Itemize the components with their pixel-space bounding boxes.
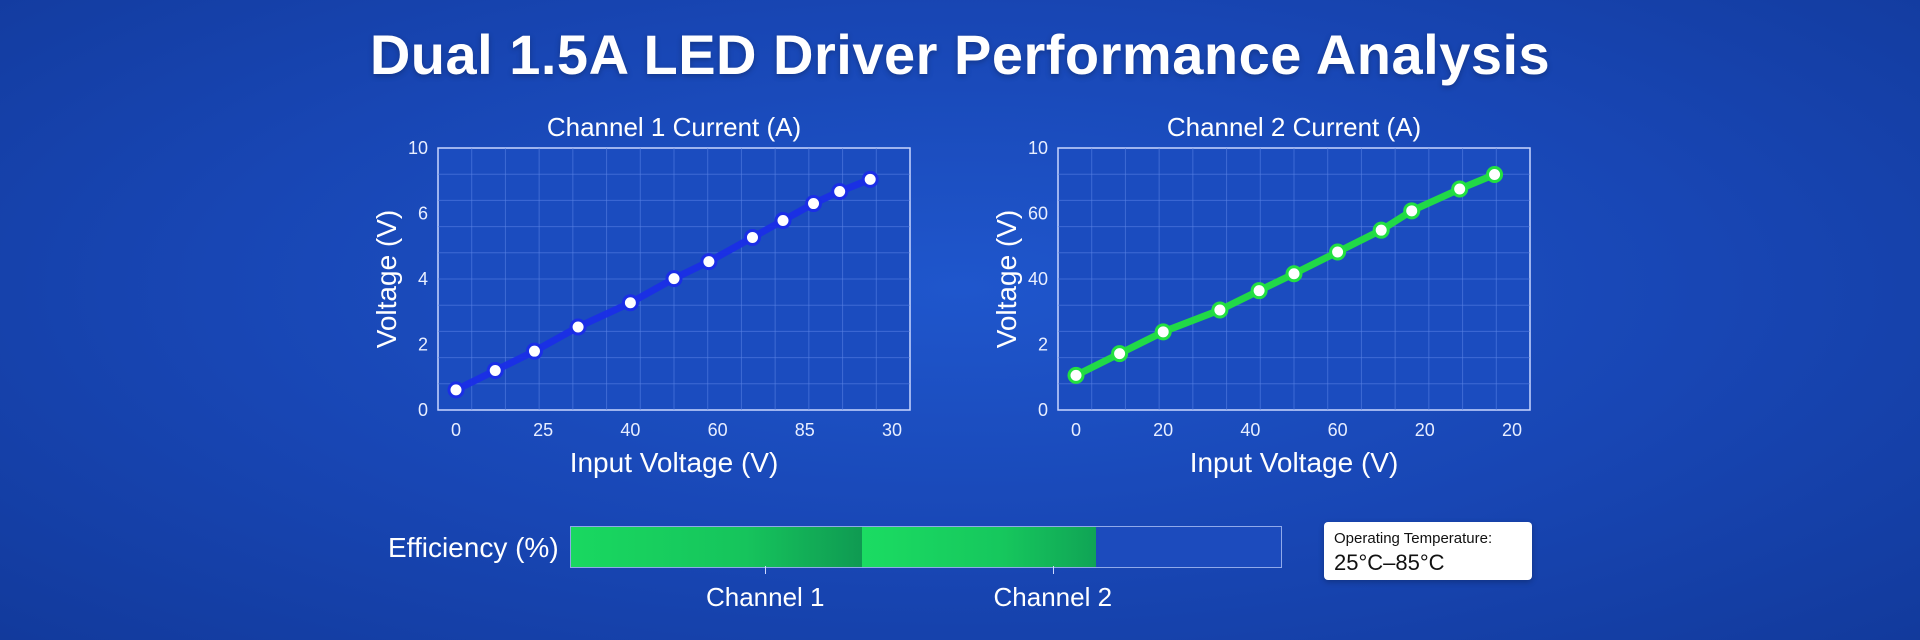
channel-1-x-axis-label: Input Voltage (V) [570,447,779,478]
channel-1-x-tick: 30 [882,420,902,440]
channel-1-data-point [569,318,587,336]
channel-2-y-tick: 40 [1028,269,1048,289]
channel-2-x-tick: 20 [1153,420,1173,440]
channel-1-x-tick: 85 [795,420,815,440]
channel-1-chart: Channel 1 Current (A) 0 2 4 6 10 0 25 40 60 85 30 In… [371,112,911,478]
channel-2-data-point [1372,221,1390,239]
channel-1-x-tick: 60 [708,420,728,440]
channel-2-data-point [1154,323,1172,341]
channel-2-data-point [1067,366,1085,384]
channel-1-data-point [447,381,465,399]
channel-1-x-tick: 40 [620,420,640,440]
channel-2-x-tick: 40 [1240,420,1260,440]
channel-2-data-point [1486,166,1504,184]
channel-2-title: Channel 2 Current (A) [1167,112,1421,142]
channel-1-y-tick: 6 [418,204,428,224]
channel-2-y-tick: 2 [1038,335,1048,355]
channel-1-data-point [700,253,718,271]
channel-2-y-tick: 0 [1038,400,1048,420]
efficiency-section: Efficiency (%) Channel 1 Channel 2 [380,520,1560,620]
channel-2-data-point [1111,345,1129,363]
channel-2-x-tick: 20 [1415,420,1435,440]
channel-2-x-tick: 20 [1502,420,1522,440]
channel-2-data-point [1451,180,1469,198]
channel-1-y-tick: 0 [418,400,428,420]
channel-2-y-tick: 60 [1028,204,1048,224]
channel-1-y-axis-label: Voltage (V) [371,210,402,349]
channel-2-data-point [1285,265,1303,283]
efficiency-category-channel-1: Channel 1 [705,582,825,612]
channel-1-y-tick: 2 [418,335,428,355]
efficiency-bar-channel-2 [862,527,1097,567]
temperature-label: Operating Temperature: [1334,530,1493,547]
channel-2-x-axis-label: Input Voltage (V) [1190,447,1399,478]
channel-2-chart: Channel 2 Current (A) 0 2 40 60 10 0 20 40 60 20 20… [991,112,1531,478]
channel-1-data-point [525,342,543,360]
channel-2-data-point [1211,301,1229,319]
channel-1-data-point [774,212,792,229]
channel-1-data-point [486,362,504,380]
channel-2-data-point [1329,243,1347,261]
temperature-value: 25°C–85°C [1334,550,1445,575]
channel-1-data-point [621,294,639,312]
channel-1-data-point [861,170,879,188]
channel-2-x-tick: 60 [1328,420,1348,440]
channel-1-y-tick: 10 [408,138,428,158]
channel-2-data-point [1403,202,1421,220]
channel-2-data-point [1250,282,1268,300]
channel-2-y-axis-label: Voltage (V) [991,210,1022,349]
efficiency-tick-channel-2 [1052,566,1054,574]
channel-1-data-point [665,270,683,288]
channel-1-data-point [831,182,849,200]
channel-1-x-tick: 25 [533,420,553,440]
channel-2-y-tick: 10 [1028,138,1048,158]
channel-1-data-point [805,195,823,213]
efficiency-label: Efficiency (%) [388,532,559,563]
channel-2-x-tick: 0 [1071,420,1081,440]
channel-1-title: Channel 1 Current (A) [547,112,801,142]
efficiency-bar-channel-1 [571,527,863,567]
efficiency-tick-channel-1 [765,566,767,574]
channel-1-data-point [743,228,761,246]
efficiency-bar-track [570,526,1282,568]
efficiency-category-channel-2: Channel 2 [993,582,1113,612]
operating-temperature-box: Operating Temperature: 25°C–85°C [1324,522,1532,580]
channel-1-x-tick: 0 [451,420,461,440]
channel-1-y-tick: 4 [418,269,428,289]
page-title: Dual 1.5A LED Driver Performance Analysi… [369,23,1551,86]
